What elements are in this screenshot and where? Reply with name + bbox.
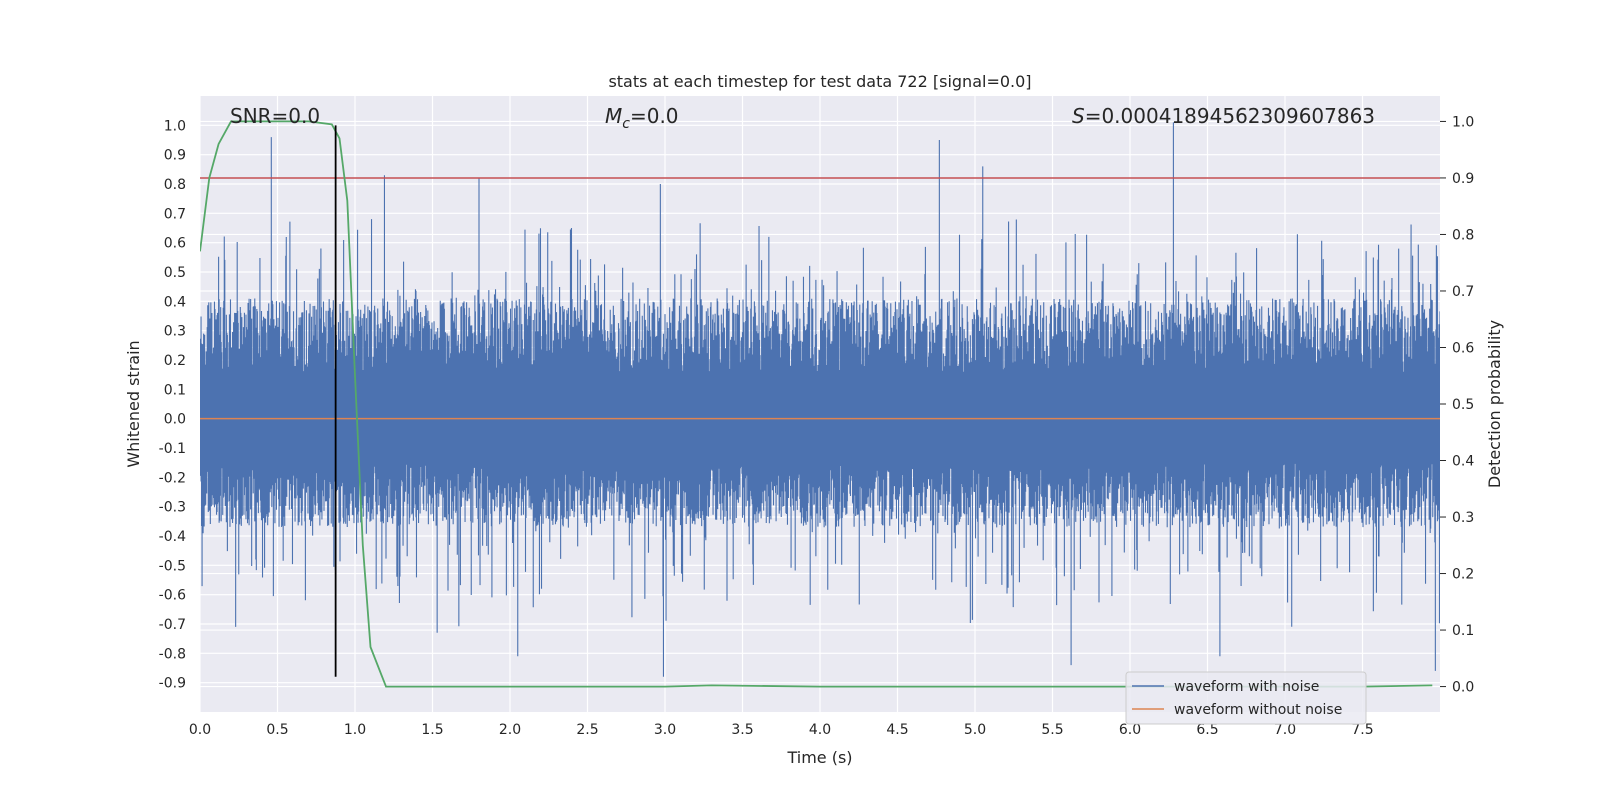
legend-box — [1125, 671, 1367, 725]
x-tick-label: 2.5 — [576, 722, 598, 738]
y-left-tick-label: 0.7 — [164, 206, 186, 222]
y-right-tick-label: 0.0 — [1452, 680, 1474, 696]
x-tick-label: 4.0 — [809, 722, 831, 738]
s-symbol: S — [1072, 104, 1085, 128]
mc-subscript: c — [622, 116, 630, 132]
y-axis-label-right: Detection probability — [1485, 320, 1504, 488]
y-left-tick-label: -0.4 — [159, 529, 186, 545]
legend-label-clean: waveform without noise — [1174, 702, 1342, 718]
y-left-tick-label: 0.8 — [164, 177, 186, 193]
x-axis-ticks: 0.0 0.5 1.0 1.5 2.0 2.5 3.0 3.5 4.0 4.5 5.0 5.5 6.0 6… — [189, 722, 1374, 738]
chart-title: stats at each timestep for test data 722… — [608, 72, 1031, 91]
y-left-tick-label: 0.6 — [164, 236, 186, 252]
y-left-tick-label: 0.9 — [164, 148, 186, 164]
y-right-tick-label: 0.6 — [1452, 340, 1474, 356]
y-right-tick-label: 0.3 — [1452, 510, 1474, 526]
y-left-tick-label: 0.0 — [164, 412, 186, 428]
y-left-tick-label: 0.2 — [164, 353, 186, 369]
x-tick-label: 4.5 — [886, 722, 908, 738]
y-left-tick-label: -0.6 — [159, 588, 186, 604]
y-left-tick-label: 1.0 — [164, 118, 186, 134]
y-left-tick-label: -0.7 — [159, 617, 186, 633]
y-right-tick-label: 0.5 — [1452, 397, 1474, 413]
y-right-tick-label: 0.4 — [1452, 454, 1474, 470]
legend: waveform with noise waveform without noi… — [1125, 671, 1367, 725]
y-left-tick-label: -0.3 — [159, 500, 186, 516]
x-tick-label: 3.5 — [731, 722, 753, 738]
x-tick-label: 7.0 — [1274, 722, 1296, 738]
y-left-tick-label: 0.5 — [164, 265, 186, 281]
y-left-tick-label: -0.8 — [159, 646, 186, 662]
plot-content — [200, 120, 1440, 688]
x-tick-label: 6.5 — [1196, 722, 1218, 738]
y-left-tick-label: 0.4 — [164, 294, 186, 310]
y-right-tick-label: 1.0 — [1452, 114, 1474, 130]
s-value: =0.00041894562309607863 — [1085, 104, 1375, 128]
y-left-tick-label: -0.1 — [159, 441, 186, 457]
x-tick-label: 7.5 — [1351, 722, 1373, 738]
y-left-tick-label: -0.9 — [159, 676, 186, 692]
x-axis-label: Time (s) — [786, 748, 852, 767]
y-left-tick-label: 0.3 — [164, 324, 186, 340]
y-left-tick-label: -0.5 — [159, 558, 186, 574]
y-right-tick-label: 0.7 — [1452, 284, 1474, 300]
s-annotation: S=0.00041894562309607863 — [1072, 104, 1375, 128]
x-tick-label: 5.5 — [1041, 722, 1063, 738]
mc-symbol: M — [605, 104, 622, 128]
x-tick-label: 0.0 — [189, 722, 211, 738]
y-right-axis-ticks: 1.0 0.9 0.8 0.7 0.6 0.5 0.4 0.3 0.2 0.1 0.0 — [1440, 114, 1474, 696]
y-axis-label-left: Whitened strain — [124, 340, 143, 467]
y-right-tick-label: 0.1 — [1452, 623, 1474, 639]
y-right-tick-label: 0.8 — [1452, 227, 1474, 243]
x-tick-label: 5.0 — [964, 722, 986, 738]
x-tick-label: 2.0 — [499, 722, 521, 738]
x-tick-label: 0.5 — [266, 722, 288, 738]
y-left-axis-ticks: 1.0 0.9 0.8 0.7 0.6 0.5 0.4 0.3 0.2 0.1 0.0 -0.1 -0.… — [159, 118, 186, 691]
series-detection-probability — [200, 120, 1433, 688]
x-tick-label: 3.0 — [654, 722, 676, 738]
legend-label-noise: waveform with noise — [1174, 679, 1319, 695]
mc-annotation: Mc=0.0 — [605, 104, 679, 132]
noise-trace — [200, 122, 1440, 677]
y-left-tick-label: -0.2 — [159, 470, 186, 486]
mc-value: =0.0 — [630, 104, 679, 128]
y-left-tick-label: 0.1 — [164, 382, 186, 398]
x-tick-label: 6.0 — [1119, 722, 1141, 738]
y-right-tick-label: 0.9 — [1452, 171, 1474, 187]
series-waveform-with-noise — [200, 122, 1440, 677]
x-tick-label: 1.5 — [421, 722, 443, 738]
snr-annotation: SNR=0.0 — [230, 104, 320, 128]
x-tick-label: 1.0 — [344, 722, 366, 738]
y-right-tick-label: 0.2 — [1452, 567, 1474, 583]
